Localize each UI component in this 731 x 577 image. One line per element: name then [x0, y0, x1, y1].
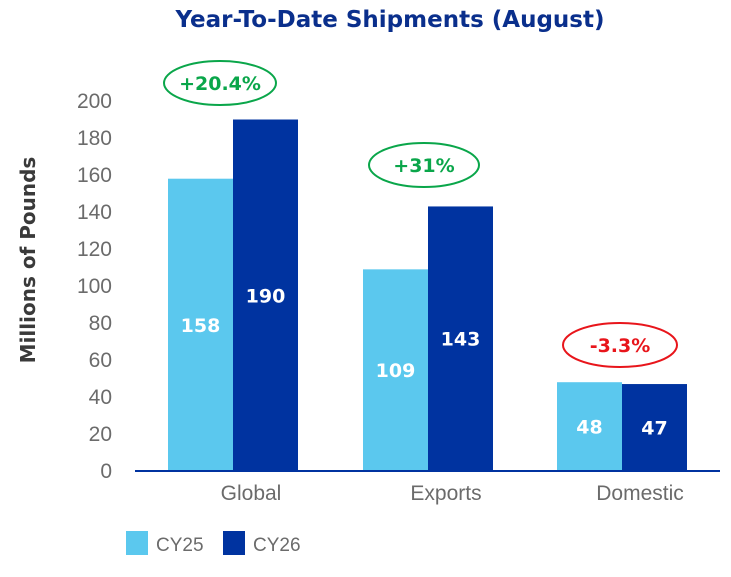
data-label-exports-cy26: 143: [441, 329, 481, 351]
bar-global-cy26: [233, 119, 298, 471]
y-tick-label-100: 100: [77, 275, 112, 298]
chart-title: Year-To-Date Shipments (August): [174, 7, 604, 33]
bar-exports-cy26: [428, 206, 493, 471]
data-label-exports-cy25: 109: [376, 360, 416, 382]
y-tick-label-20: 20: [89, 423, 112, 446]
y-tick-label-120: 120: [77, 238, 112, 261]
y-tick-label-40: 40: [89, 386, 112, 409]
y-tick-label-160: 160: [77, 164, 112, 187]
legend-swatch-cy26: [223, 531, 245, 555]
category-label-global: Global: [221, 482, 282, 505]
annotation-ellipse-domestic: [562, 322, 678, 368]
data-label-domestic-cy26: 47: [641, 418, 667, 440]
annotation-text-domestic: -3.3%: [590, 335, 651, 357]
y-axis-label: Millions of Pounds: [16, 157, 40, 364]
legend: CY25 CY26: [126, 531, 301, 556]
category-label-exports: Exports: [410, 482, 481, 505]
y-tick-label-140: 140: [77, 201, 112, 224]
data-label-global-cy26: 190: [246, 285, 286, 307]
annotation-text-exports: +31%: [393, 155, 454, 177]
category-label-domestic: Domestic: [596, 482, 684, 505]
bars: [168, 119, 687, 471]
bar-global-cy25: [168, 178, 233, 471]
y-tick-label-60: 60: [89, 349, 112, 372]
y-tick-label-0: 0: [100, 460, 112, 483]
legend-label-cy26: CY26: [253, 535, 301, 556]
y-tick-label-80: 80: [89, 312, 112, 335]
bar-domestic-cy25: [557, 382, 622, 471]
category-labels: Global Exports Domestic: [221, 482, 684, 505]
annotation-text-global: +20.4%: [179, 73, 261, 95]
annotation-ellipse-exports: [368, 142, 480, 188]
data-label-global-cy25: 158: [181, 315, 221, 337]
bar-exports-cy25: [363, 269, 428, 471]
legend-label-cy25: CY25: [156, 535, 204, 556]
bar-domestic-cy26: [622, 384, 687, 471]
data-labels: 158 190 109 143 48 47: [181, 285, 668, 439]
annotation-ellipse-global: [163, 60, 277, 106]
y-tick-label-200: 200: [77, 90, 112, 113]
annotations: +20.4% +31% -3.3%: [163, 60, 678, 368]
y-axis-ticks: 0 20 40 60 80 100 120 140 160 180 200: [77, 90, 112, 483]
data-label-domestic-cy25: 48: [576, 417, 602, 439]
legend-swatch-cy25: [126, 531, 148, 555]
y-tick-label-180: 180: [77, 127, 112, 150]
